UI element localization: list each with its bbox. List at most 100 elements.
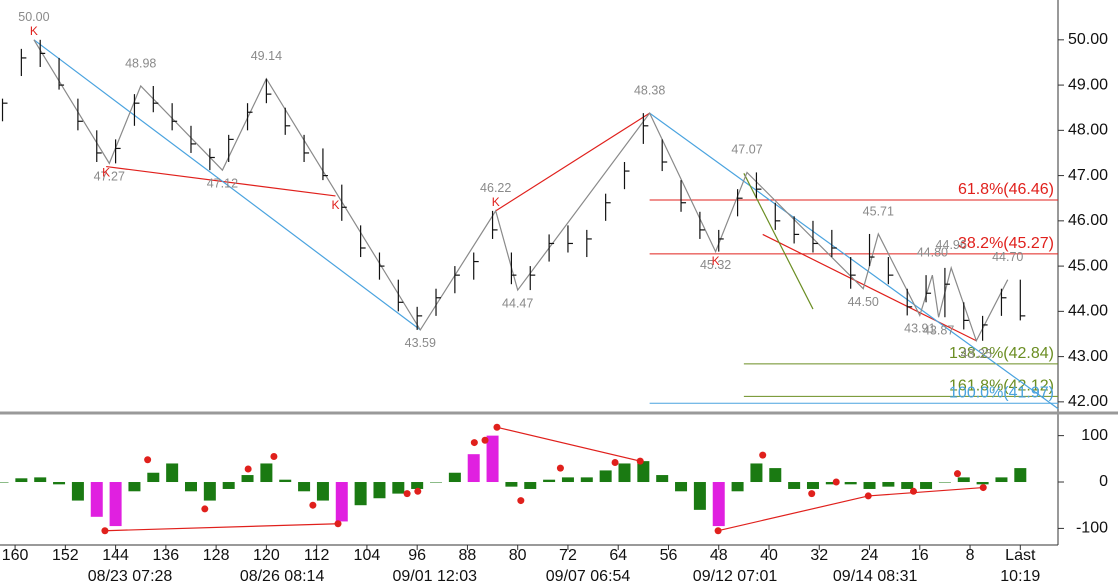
histogram-bar xyxy=(430,482,443,483)
histogram-bar xyxy=(976,482,989,485)
x-tick-label: 128 xyxy=(203,547,230,564)
x-tick-label: 32 xyxy=(810,547,828,564)
fib-level-label: 161.8%(42.12) xyxy=(949,378,1054,395)
pivot-label: 49.14 xyxy=(251,49,282,63)
peak-dot xyxy=(470,439,478,447)
fib-level-label: 61.8%(46.46) xyxy=(958,181,1054,198)
pivot-label: 43.59 xyxy=(405,336,436,350)
histogram-bar xyxy=(712,482,725,527)
k-marker: K xyxy=(712,254,720,268)
histogram-bar xyxy=(656,475,669,483)
histogram-bar xyxy=(920,482,933,489)
y-tick-label: 45.00 xyxy=(1068,257,1108,274)
histogram-bar xyxy=(373,482,386,499)
histogram-bar xyxy=(53,482,66,485)
y-tick-label: 43.00 xyxy=(1068,348,1108,365)
histogram-bar xyxy=(844,482,857,485)
x-tick-label: 160 xyxy=(2,547,29,564)
histogram-bar xyxy=(505,482,518,487)
x-tick-label: 152 xyxy=(52,547,79,564)
trend-line xyxy=(106,165,336,197)
trend-line xyxy=(495,112,650,212)
peak-dot xyxy=(481,436,489,444)
histogram-bar xyxy=(693,482,706,510)
histogram-bar xyxy=(279,479,292,483)
x-tick-label: 144 xyxy=(102,547,129,564)
peak-dot xyxy=(414,487,422,495)
histogram-bar xyxy=(203,482,216,501)
histogram-bar xyxy=(241,475,254,483)
histogram-bar xyxy=(637,461,650,483)
histogram-bar xyxy=(806,482,819,489)
peak-dot xyxy=(101,527,109,535)
x-tick-label: 24 xyxy=(861,547,879,564)
date-tick-label: 09/14 08:31 xyxy=(833,568,918,585)
peak-dot xyxy=(714,527,722,535)
histogram-bar xyxy=(448,472,461,483)
histogram-bar xyxy=(938,482,951,483)
pivot-label: 44.50 xyxy=(848,295,879,309)
peak-dot xyxy=(636,457,644,465)
zigzag-line xyxy=(33,39,1009,343)
pivot-label: 50.00 xyxy=(18,10,49,24)
y-tick-label: 100 xyxy=(1081,427,1108,444)
peak-dot xyxy=(244,465,252,473)
histogram-bar xyxy=(15,478,28,483)
histogram-bar xyxy=(863,482,876,489)
histogram-bar xyxy=(71,482,84,501)
peak-dot xyxy=(309,501,317,509)
histogram-bar xyxy=(316,482,329,501)
peak-dot xyxy=(759,451,767,459)
y-tick-label: 42.00 xyxy=(1068,393,1108,410)
histogram-bar xyxy=(222,482,235,489)
histogram-bar xyxy=(467,454,480,483)
date-tick-label: 10:19 xyxy=(1000,568,1040,585)
histogram-bar xyxy=(34,477,47,483)
histogram-bar xyxy=(543,479,556,483)
histogram-bar xyxy=(298,482,311,492)
divergence-line xyxy=(104,523,339,532)
y-tick-label: 47.00 xyxy=(1068,167,1108,184)
x-tick-label: 40 xyxy=(760,547,778,564)
y-tick-label: 46.00 xyxy=(1068,212,1108,229)
y-tick-label: 50.00 xyxy=(1068,31,1108,48)
k-marker: K xyxy=(30,24,38,38)
x-tick-label: 120 xyxy=(253,547,280,564)
y-tick-label: 44.00 xyxy=(1068,303,1108,320)
y-tick-label: -100 xyxy=(1076,520,1108,537)
histogram-bar xyxy=(335,482,348,522)
trend-line xyxy=(743,173,814,310)
histogram-bar xyxy=(109,482,122,527)
pivot-label: 45.71 xyxy=(863,204,894,218)
peak-dot xyxy=(953,470,961,478)
histogram-bar xyxy=(128,482,141,492)
histogram-bar xyxy=(618,463,631,483)
histogram-bar xyxy=(788,482,801,489)
pivot-label: 47.12 xyxy=(207,176,238,190)
histogram-bar xyxy=(147,472,160,483)
peak-dot xyxy=(909,487,917,495)
trend-line xyxy=(33,39,421,331)
x-tick-label: Last xyxy=(1005,547,1036,564)
pivot-label: 47.07 xyxy=(731,143,762,157)
histogram-bar xyxy=(995,477,1008,483)
peak-dot xyxy=(611,459,619,467)
histogram-bar xyxy=(580,477,593,483)
x-tick-label: 96 xyxy=(408,547,426,564)
peak-dot xyxy=(334,520,342,528)
histogram-bar xyxy=(1014,468,1027,483)
peak-dot xyxy=(493,423,501,431)
divergence-line xyxy=(496,426,641,462)
y-tick-label: 48.00 xyxy=(1068,122,1108,139)
peak-dot xyxy=(144,456,152,464)
histogram-bar xyxy=(354,482,367,506)
y-tick-label: 0 xyxy=(1099,473,1108,490)
pivot-label: 43.91 xyxy=(904,322,935,336)
x-tick-label: 64 xyxy=(609,547,627,564)
histogram-bar xyxy=(731,482,744,492)
trend-line xyxy=(762,233,977,342)
peak-dot xyxy=(403,490,411,498)
trend-line xyxy=(649,112,1059,410)
pivot-label: 48.98 xyxy=(125,56,156,70)
